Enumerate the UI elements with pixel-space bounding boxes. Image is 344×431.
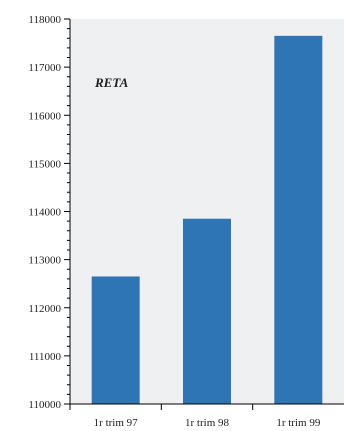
y-axis: 110000 111000 112000 113000 114000 115000 1160… xyxy=(28,14,71,411)
y-tick-label: 118000 xyxy=(28,14,61,26)
bars-group xyxy=(91,35,323,404)
bar-1 xyxy=(91,276,140,404)
bar-3 xyxy=(274,35,323,404)
y-tick-label: 115000 xyxy=(28,158,61,170)
x-tick-label: 1r trim 98 xyxy=(185,417,229,429)
y-tick-label: 111000 xyxy=(29,351,62,363)
x-tick-label: 1r trim 99 xyxy=(276,417,320,429)
y-tick-label: 113000 xyxy=(28,255,61,267)
bar-2 xyxy=(183,218,231,404)
x-axis: 1r trim 97 1r trim 98 1r trim 99 xyxy=(70,403,344,429)
y-tick-label: 116000 xyxy=(28,110,61,122)
chart-annotation: RETA xyxy=(94,75,129,90)
y-tick-label: 114000 xyxy=(28,207,61,219)
y-tick-label: 117000 xyxy=(28,62,61,74)
y-tick-label: 110000 xyxy=(28,399,61,411)
y-tick-label: 112000 xyxy=(28,303,61,315)
x-tick-label: 1r trim 97 xyxy=(94,417,138,429)
